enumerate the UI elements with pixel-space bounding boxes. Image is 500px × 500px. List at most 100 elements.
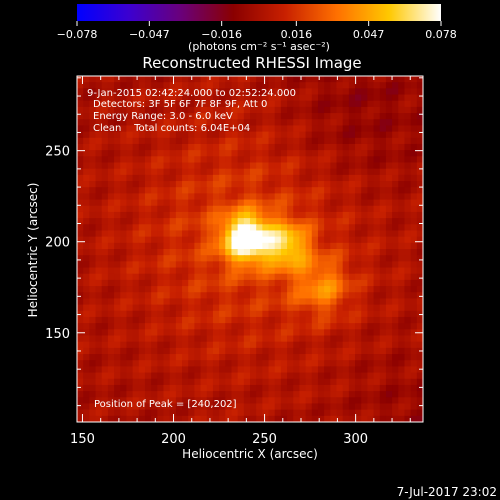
heatmap-cell [324, 106, 331, 114]
heatmap-cell [324, 366, 331, 374]
heatmap-cell [163, 316, 171, 324]
heatmap-cell [262, 267, 270, 275]
heatmap-cell [132, 150, 140, 157]
heatmap-cell [138, 360, 146, 367]
heatmap-cell [231, 409, 239, 417]
heatmap-cell [89, 156, 97, 164]
heatmap-cell [194, 162, 202, 170]
heatmap-cell [379, 125, 387, 133]
heatmap-cell [398, 193, 406, 201]
heatmap-cell [163, 162, 171, 170]
heatmap-cell [95, 354, 103, 361]
heatmap-cell [280, 347, 288, 355]
heatmap-cell [163, 329, 171, 337]
heatmap-cell [132, 230, 140, 238]
heatmap-cell [144, 106, 152, 114]
heatmap-cell [107, 181, 115, 188]
heatmap-cell [188, 366, 195, 374]
heatmap-cell [311, 218, 319, 225]
heatmap-cell [250, 384, 257, 392]
heatmap-cell [367, 174, 375, 182]
heatmap-cell [287, 137, 294, 145]
heatmap-cell [231, 224, 239, 232]
heatmap-cell [379, 347, 387, 355]
heatmap-cell [367, 236, 375, 244]
heatmap-cell [175, 199, 183, 207]
heatmap-cell [299, 199, 307, 207]
heatmap-cell [138, 384, 146, 392]
heatmap-cell [361, 125, 368, 133]
heatmap-cell [256, 335, 263, 343]
heatmap-cell [144, 224, 152, 232]
heatmap-cell [355, 403, 362, 411]
heatmap-cell [194, 378, 202, 386]
heatmap-cell [200, 409, 208, 417]
heatmap-cell [89, 286, 97, 293]
heatmap-cell [256, 100, 263, 108]
heatmap-cell [243, 94, 251, 102]
heatmap-cell [330, 384, 338, 392]
heatmap-cell [361, 249, 368, 256]
heatmap-cell [144, 187, 152, 194]
heatmap-cell [212, 162, 220, 170]
heatmap-cell [336, 341, 344, 349]
heatmap-cell [95, 174, 103, 182]
heatmap-cell [194, 372, 202, 380]
heatmap-cell [311, 372, 319, 380]
heatmap-cell [324, 298, 331, 306]
heatmap-cell [101, 273, 109, 281]
heatmap-cell [138, 168, 146, 176]
heatmap-cell [83, 181, 90, 188]
heatmap-cell [330, 415, 338, 422]
heatmap-cell [268, 168, 276, 176]
heatmap-cell [379, 218, 387, 225]
heatmap-cell [268, 347, 276, 355]
heatmap-cell [336, 156, 344, 164]
heatmap-cell [287, 230, 294, 238]
heatmap-cell [311, 249, 319, 256]
heatmap-cell [243, 316, 251, 324]
heatmap-cell [299, 341, 307, 349]
heatmap-cell [398, 316, 406, 324]
heatmap-cell [107, 347, 115, 355]
heatmap-cell [107, 224, 115, 232]
heatmap-cell [188, 347, 195, 355]
heatmap-cell [107, 249, 115, 256]
heatmap-cell [324, 378, 331, 386]
heatmap-cell [151, 347, 158, 355]
heatmap-cell [83, 286, 90, 293]
heatmap-cell [151, 125, 158, 133]
heatmap-cell [157, 137, 165, 145]
heatmap-cell [287, 329, 294, 337]
heatmap-cell [219, 143, 226, 151]
heatmap-cell [157, 347, 165, 355]
heatmap-cell [348, 168, 356, 176]
heatmap-cell [367, 82, 375, 89]
heatmap-cell [138, 378, 146, 386]
heatmap-cell [262, 261, 270, 269]
heatmap-cell [83, 372, 90, 380]
heatmap-cell [299, 323, 307, 330]
heatmap-cell [355, 242, 362, 250]
heatmap-cell [138, 211, 146, 219]
heatmap-cell [274, 242, 282, 250]
heatmap-cell [114, 106, 121, 114]
heatmap-cell [200, 82, 208, 89]
heatmap-cell [107, 335, 115, 343]
heatmap-cell [126, 304, 134, 312]
heatmap-cell [317, 193, 325, 201]
heatmap-cell [373, 94, 381, 102]
heatmap-cell [225, 273, 233, 281]
heatmap-cell [107, 316, 115, 324]
heatmap-cell [212, 199, 220, 207]
heatmap-cell [311, 174, 319, 182]
heatmap-cell [342, 366, 350, 374]
heatmap-cell [361, 224, 368, 232]
heatmap-cell [200, 119, 208, 127]
heatmap-cell [385, 113, 393, 120]
heatmap-cell [157, 230, 165, 238]
heatmap-cell [416, 100, 423, 108]
heatmap-cell [305, 366, 313, 374]
heatmap-cell [243, 391, 251, 398]
heatmap-cell [206, 100, 214, 108]
